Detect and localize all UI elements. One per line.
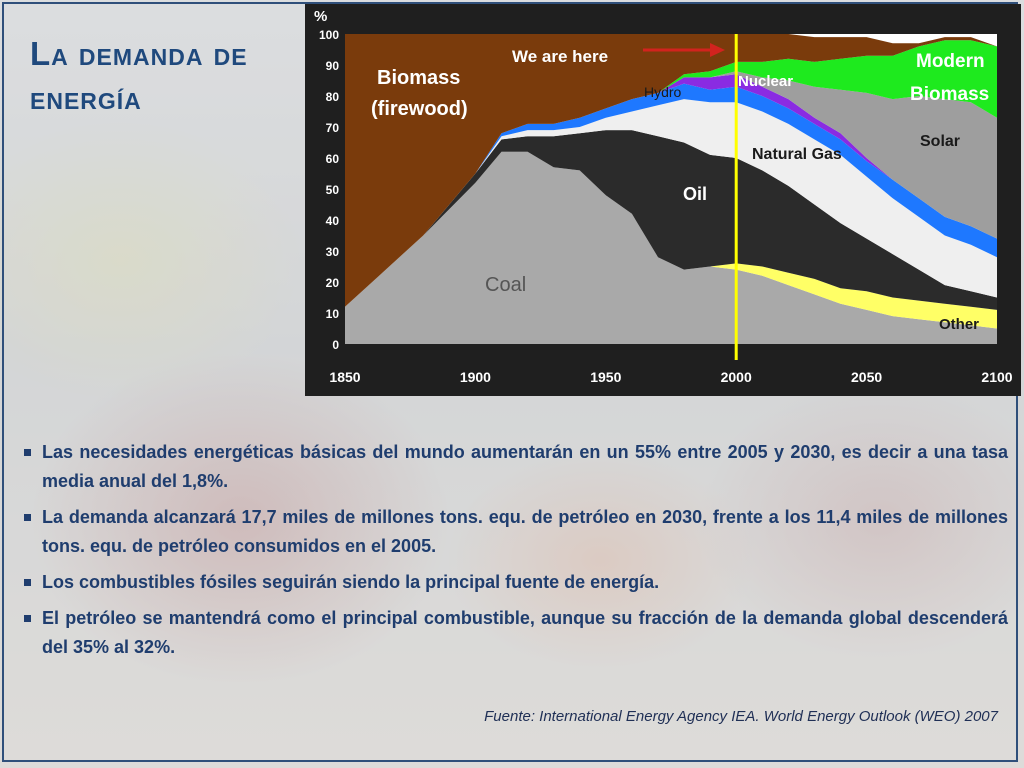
y-tick-label: 60 xyxy=(326,152,340,166)
y-tick-label: 50 xyxy=(326,183,340,197)
x-tick-label: 2050 xyxy=(851,369,882,385)
label-oil: Oil xyxy=(683,184,707,204)
x-tick-label: 1950 xyxy=(590,369,621,385)
bullet-list: Las necesidades energéticas básicas del … xyxy=(22,438,1008,669)
source-citation: Fuente: International Energy Agency IEA.… xyxy=(484,708,998,725)
y-tick-label: 80 xyxy=(326,90,340,104)
y-tick-label: 10 xyxy=(326,307,340,321)
slide-title: La demanda de energía xyxy=(30,35,248,116)
area-biomass-firewood xyxy=(345,34,997,307)
bullet-item: La demanda alcanzará 17,7 miles de millo… xyxy=(22,503,1008,561)
y-tick-label: 40 xyxy=(326,214,340,228)
energy-chart: % 0 10 20 30 40 50 60 70 80 90 100 1850 1900 1950 2000… xyxy=(305,4,1021,396)
bullet-item: Las necesidades energéticas básicas del … xyxy=(22,438,1008,496)
area-coal xyxy=(345,151,997,344)
y-tick-label: 100 xyxy=(319,28,339,42)
x-tick-label: 2100 xyxy=(981,369,1012,385)
x-tick-label: 2000 xyxy=(721,369,752,385)
we-are-here-label: We are here xyxy=(512,47,608,66)
label-nuclear: Nuclear xyxy=(738,73,793,90)
label-modern-line1: Modern xyxy=(916,51,985,72)
y-tick-label: 70 xyxy=(326,121,340,135)
label-biomass-line1: Biomass xyxy=(377,67,460,89)
area-other xyxy=(345,151,997,329)
label-modern-line2: Biomass xyxy=(910,84,989,105)
area-oil xyxy=(345,130,997,310)
label-other: Other xyxy=(939,316,979,333)
y-tick-label: 30 xyxy=(326,245,340,259)
area-hydro xyxy=(345,83,997,307)
y-axis-label: % xyxy=(314,8,327,25)
label-hydro: Hydro xyxy=(644,84,682,100)
area-nuclear xyxy=(345,74,997,307)
y-tick-label: 20 xyxy=(326,276,340,290)
bullet-item: El petróleo se mantendrá como el princip… xyxy=(22,604,1008,662)
x-tick-label: 1900 xyxy=(460,369,491,385)
bullet-item: Los combustibles fósiles seguirán siendo… xyxy=(22,568,1008,597)
energy-chart-svg: % 0 10 20 30 40 50 60 70 80 90 100 1850 1900 1950 2000… xyxy=(314,8,1013,385)
y-tick-label: 90 xyxy=(326,59,340,73)
x-tick-label: 1850 xyxy=(329,369,360,385)
bullet-marker xyxy=(24,579,31,586)
label-natural-gas: Natural Gas xyxy=(752,146,842,163)
y-tick-label: 0 xyxy=(332,338,339,352)
label-solar: Solar xyxy=(920,133,960,150)
area-natural-gas xyxy=(345,99,997,307)
area-modern-biomass xyxy=(345,40,997,307)
bullet-marker xyxy=(24,615,31,622)
label-biomass-line2: (firewood) xyxy=(371,98,468,120)
label-coal: Coal xyxy=(485,274,526,296)
bullet-marker xyxy=(24,449,31,456)
bullet-marker xyxy=(24,514,31,521)
we-are-here-arrow-head xyxy=(710,43,725,57)
